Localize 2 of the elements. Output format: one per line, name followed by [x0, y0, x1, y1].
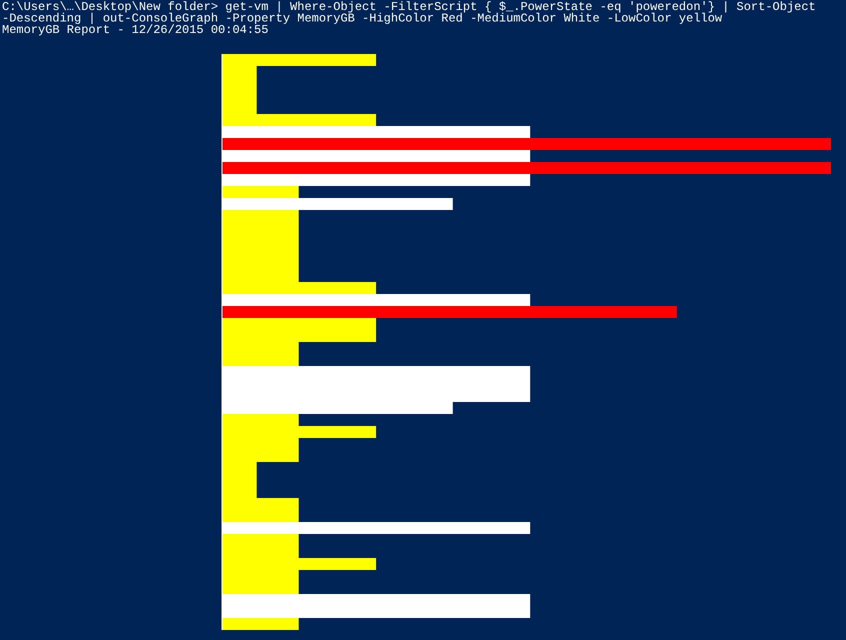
- chart-title: C:\Users\…\Desktop\New folder> get-vm | Where-Object -FilterScript { $_.PowerState -eq 'poweredon'} | Sort-Object -Descending | out-ConsoleGraph -Property MemoryGB -HighColor Red -MediumColor White -LowColor yellow: [2, 0, 816, 26]
- chart-subtitle: MemoryGB Report - 12/26/2015 00:04:55: [2, 23, 268, 37]
